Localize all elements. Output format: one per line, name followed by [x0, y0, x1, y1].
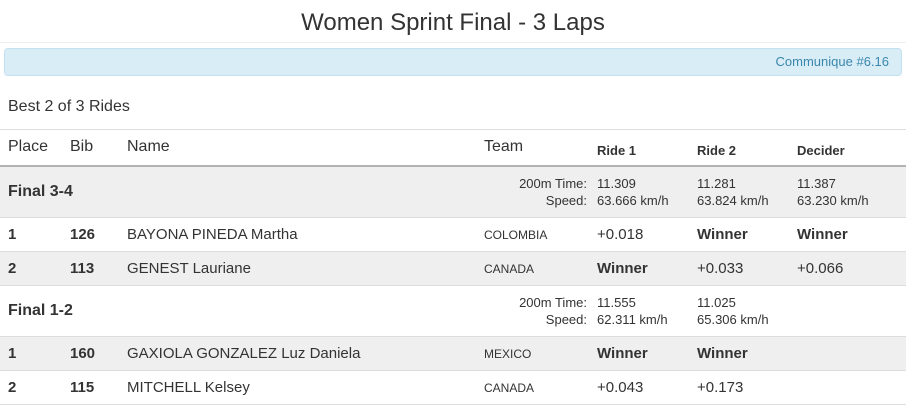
place-cell: 1 [8, 226, 17, 243]
stats-labels: 200m Time: Speed: [484, 166, 597, 218]
ride2-time: 11.025 [697, 295, 736, 310]
ride2-result: +0.033 [697, 260, 744, 277]
ride1-stats: 11.555 62.311 km/h [597, 286, 697, 337]
ride1-speed: 63.666 km/h [597, 193, 669, 208]
column-header-place: Place [8, 138, 49, 155]
table-row: 2 115 MITCHELL Kelsey CANADA +0.043 +0.1… [0, 370, 906, 405]
header-row: Place Bib Name Team Ride 1 Ride 2 Decide… [0, 130, 906, 166]
ride2-time: 11.281 [697, 176, 736, 191]
name-cell: BAYONA PINEDA Martha [127, 226, 298, 243]
decider-time: 11.387 [797, 176, 836, 191]
ride2-speed: 63.824 km/h [697, 193, 769, 208]
team-cell: COLOMBIA [484, 227, 548, 242]
ride1-time: 11.555 [597, 295, 636, 310]
team-cell: CANADA [484, 380, 535, 395]
page-title: Women Sprint Final - 3 Laps [301, 9, 605, 36]
ride1-time: 11.309 [597, 176, 636, 191]
column-header-decider: Decider [797, 143, 845, 158]
place-cell: 2 [8, 260, 17, 277]
ride1-result: Winner [597, 260, 648, 277]
column-header-name: Name [127, 138, 170, 155]
decider-stats: 11.387 63.230 km/h [797, 166, 906, 218]
column-header-ride1: Ride 1 [597, 143, 637, 158]
ride2-speed: 65.306 km/h [697, 312, 769, 327]
team-cell: MEXICO [484, 346, 532, 361]
results-table: Place Bib Name Team Ride 1 Ride 2 Decide… [0, 129, 906, 405]
ride1-result: +0.018 [597, 226, 644, 243]
ride2-result: Winner [697, 345, 748, 362]
table-row: 1 126 BAYONA PINEDA Martha COLOMBIA +0.0… [0, 217, 906, 252]
table-row: 2 113 GENEST Lauriane CANADA Winner +0.0… [0, 251, 906, 286]
team-cell: CANADA [484, 261, 535, 276]
decider-stats [797, 286, 906, 337]
name-cell: GENEST Lauriane [127, 260, 251, 277]
ride2-result: +0.173 [697, 379, 744, 396]
bib-cell: 115 [70, 379, 95, 396]
name-cell: GAXIOLA GONZALEZ Luz Daniela [127, 345, 361, 362]
stat-speed-label: Speed: [545, 312, 587, 327]
stat-time-label: 200m Time: [519, 176, 587, 191]
ride2-stats: 11.281 63.824 km/h [697, 166, 797, 218]
subtitle-best-of: Best 2 of 3 Rides [8, 98, 130, 115]
bib-cell: 113 [70, 260, 95, 277]
stat-time-label: 200m Time: [519, 295, 587, 310]
ride2-result: Winner [697, 226, 748, 243]
section-row-final-1-2: Final 1-2 200m Time: Speed: 11.555 62.31… [0, 285, 906, 337]
ride1-result: Winner [597, 345, 648, 362]
column-header-bib: Bib [70, 138, 94, 155]
section-label: Final 3-4 [8, 183, 73, 200]
name-cell: MITCHELL Kelsey [127, 379, 250, 396]
title-divider [0, 42, 906, 43]
decider-speed: 63.230 km/h [797, 193, 869, 208]
bib-cell: 160 [70, 345, 96, 362]
place-cell: 2 [8, 379, 17, 396]
decider-result: +0.066 [797, 260, 844, 277]
decider-result: Winner [797, 226, 848, 243]
communique-text: Communique #6.16 [775, 54, 889, 69]
table-row: 1 160 GAXIOLA GONZALEZ Luz Daniela MEXIC… [0, 336, 906, 371]
section-row-final-3-4: Final 3-4 200m Time: Speed: 11.309 63.66… [0, 166, 906, 218]
stats-labels: 200m Time: Speed: [484, 286, 597, 337]
ride1-result: +0.043 [597, 379, 644, 396]
bib-cell: 126 [70, 226, 96, 243]
column-header-team: Team [484, 138, 524, 155]
ride1-speed: 62.311 km/h [597, 312, 668, 327]
table-header: Place Bib Name Team Ride 1 Ride 2 Decide… [0, 130, 906, 166]
column-header-ride2: Ride 2 [697, 143, 737, 158]
decider-result [797, 371, 906, 405]
ride1-stats: 11.309 63.666 km/h [597, 166, 697, 218]
ride2-stats: 11.025 65.306 km/h [697, 286, 797, 337]
place-cell: 1 [8, 345, 17, 362]
stat-speed-label: Speed: [545, 193, 587, 208]
section-label: Final 1-2 [8, 302, 73, 319]
communique-bar: Communique #6.16 [4, 48, 902, 76]
decider-result [797, 337, 906, 371]
